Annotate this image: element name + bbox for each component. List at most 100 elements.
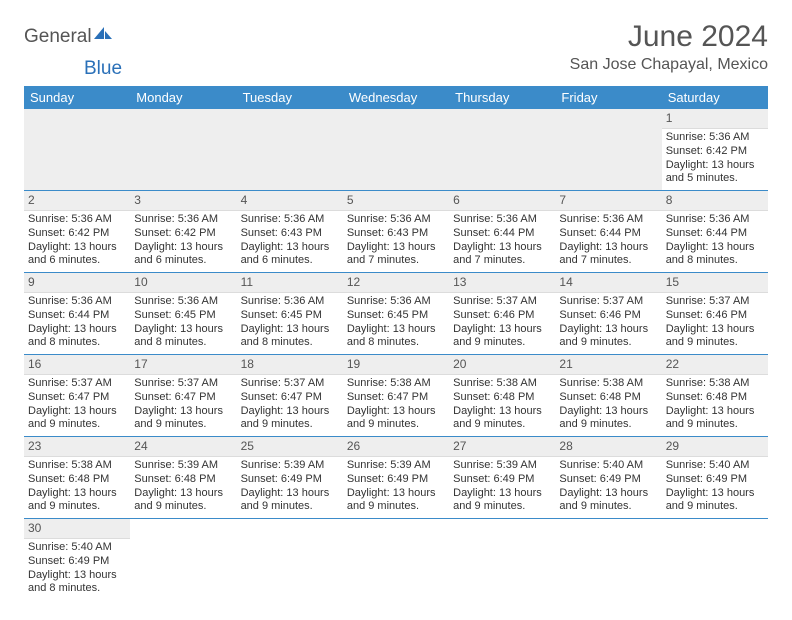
day-number: 4	[237, 191, 343, 211]
calendar-cell: 1Sunrise: 5:36 AMSunset: 6:42 PMDaylight…	[662, 109, 768, 190]
sunrise-text: Sunrise: 5:36 AM	[453, 213, 551, 227]
sunset-text: Sunset: 6:48 PM	[666, 391, 764, 405]
calendar-cell: 28Sunrise: 5:40 AMSunset: 6:49 PMDayligh…	[555, 437, 661, 518]
cell-body: Sunrise: 5:36 AMSunset: 6:44 PMDaylight:…	[24, 293, 130, 354]
cell-body: Sunrise: 5:36 AMSunset: 6:44 PMDaylight:…	[662, 211, 768, 272]
cell-body: Sunrise: 5:36 AMSunset: 6:43 PMDaylight:…	[237, 211, 343, 272]
sunset-text: Sunset: 6:45 PM	[134, 309, 232, 323]
daylight-text: Daylight: 13 hours and 9 minutes.	[134, 487, 232, 515]
cell-body: Sunrise: 5:38 AMSunset: 6:48 PMDaylight:…	[662, 375, 768, 436]
cell-body: Sunrise: 5:37 AMSunset: 6:47 PMDaylight:…	[237, 375, 343, 436]
sunset-text: Sunset: 6:44 PM	[559, 227, 657, 241]
week-row: 23Sunrise: 5:38 AMSunset: 6:48 PMDayligh…	[24, 437, 768, 519]
calendar-cell: 29Sunrise: 5:40 AMSunset: 6:49 PMDayligh…	[662, 437, 768, 518]
calendar-cell: 4Sunrise: 5:36 AMSunset: 6:43 PMDaylight…	[237, 191, 343, 272]
daylight-text: Daylight: 13 hours and 9 minutes.	[134, 405, 232, 433]
daylight-text: Daylight: 13 hours and 8 minutes.	[241, 323, 339, 351]
sunrise-text: Sunrise: 5:36 AM	[134, 213, 232, 227]
day-header: Friday	[555, 86, 661, 109]
day-number: 9	[24, 273, 130, 293]
sunrise-text: Sunrise: 5:36 AM	[241, 295, 339, 309]
daylight-text: Daylight: 13 hours and 9 minutes.	[559, 323, 657, 351]
calendar-cell	[24, 109, 130, 190]
day-number: 8	[662, 191, 768, 211]
daylight-text: Daylight: 13 hours and 9 minutes.	[347, 487, 445, 515]
sunset-text: Sunset: 6:49 PM	[347, 473, 445, 487]
sunset-text: Sunset: 6:42 PM	[666, 145, 764, 159]
day-number: 13	[449, 273, 555, 293]
sunrise-text: Sunrise: 5:38 AM	[559, 377, 657, 391]
day-header: Saturday	[662, 86, 768, 109]
cell-body: Sunrise: 5:36 AMSunset: 6:44 PMDaylight:…	[555, 211, 661, 272]
calendar-cell	[343, 519, 449, 600]
page-subtitle: San Jose Chapayal, Mexico	[570, 56, 768, 74]
day-number: 27	[449, 437, 555, 457]
sunrise-text: Sunrise: 5:37 AM	[134, 377, 232, 391]
calendar-cell: 23Sunrise: 5:38 AMSunset: 6:48 PMDayligh…	[24, 437, 130, 518]
daylight-text: Daylight: 13 hours and 8 minutes.	[28, 569, 126, 597]
day-header: Wednesday	[343, 86, 449, 109]
day-number: 14	[555, 273, 661, 293]
day-number: 1	[662, 109, 768, 129]
daylight-text: Daylight: 13 hours and 6 minutes.	[28, 241, 126, 269]
sunset-text: Sunset: 6:48 PM	[453, 391, 551, 405]
cell-body: Sunrise: 5:37 AMSunset: 6:46 PMDaylight:…	[449, 293, 555, 354]
week-row: 30Sunrise: 5:40 AMSunset: 6:49 PMDayligh…	[24, 519, 768, 600]
calendar-cell: 7Sunrise: 5:36 AMSunset: 6:44 PMDaylight…	[555, 191, 661, 272]
calendar-cell: 11 Sunrise: 5:36 AMSunset: 6:45 PMDayligh…	[237, 273, 343, 354]
calendar-cell	[449, 519, 555, 600]
day-number: 28	[555, 437, 661, 457]
daylight-text: Daylight: 13 hours and 5 minutes.	[666, 159, 764, 187]
daylight-text: Daylight: 13 hours and 6 minutes.	[134, 241, 232, 269]
day-number: 29	[662, 437, 768, 457]
calendar-cell: 2Sunrise: 5:36 AMSunset: 6:42 PMDaylight…	[24, 191, 130, 272]
cell-body: Sunrise: 5:37 AMSunset: 6:46 PMDaylight:…	[555, 293, 661, 354]
cell-body: Sunrise: 5:36 AMSunset: 6:45 PMDaylight:…	[343, 293, 449, 354]
sunrise-text: Sunrise: 5:36 AM	[666, 213, 764, 227]
sunrise-text: Sunrise: 5:37 AM	[453, 295, 551, 309]
daylight-text: Daylight: 13 hours and 9 minutes.	[666, 323, 764, 351]
sunset-text: Sunset: 6:45 PM	[241, 309, 339, 323]
calendar-cell	[237, 519, 343, 600]
calendar-cell: 17Sunrise: 5:37 AMSunset: 6:47 PMDayligh…	[130, 355, 236, 436]
calendar-cell: 8Sunrise: 5:36 AMSunset: 6:44 PMDaylight…	[662, 191, 768, 272]
sunset-text: Sunset: 6:49 PM	[241, 473, 339, 487]
sunrise-text: Sunrise: 5:38 AM	[28, 459, 126, 473]
daylight-text: Daylight: 13 hours and 9 minutes.	[241, 405, 339, 433]
calendar-cell: 16Sunrise: 5:37 AMSunset: 6:47 PMDayligh…	[24, 355, 130, 436]
sunrise-text: Sunrise: 5:40 AM	[28, 541, 126, 555]
day-number: 12	[343, 273, 449, 293]
sunset-text: Sunset: 6:47 PM	[241, 391, 339, 405]
brand-name-2: Blue	[84, 58, 124, 80]
week-row: 9Sunrise: 5:36 AMSunset: 6:44 PMDaylight…	[24, 273, 768, 355]
cell-body: Sunrise: 5:36 AMSunset: 6:42 PMDaylight:…	[662, 129, 768, 190]
cell-body: Sunrise: 5:40 AMSunset: 6:49 PMDaylight:…	[662, 457, 768, 518]
calendar-cell: 14Sunrise: 5:37 AMSunset: 6:46 PMDayligh…	[555, 273, 661, 354]
calendar-cell: 22Sunrise: 5:38 AMSunset: 6:48 PMDayligh…	[662, 355, 768, 436]
cell-body: Sunrise: 5:40 AMSunset: 6:49 PMDaylight:…	[24, 539, 130, 600]
cell-body: Sunrise: 5:39 AMSunset: 6:49 PMDaylight:…	[449, 457, 555, 518]
daylight-text: Daylight: 13 hours and 8 minutes.	[666, 241, 764, 269]
brand-logo: General	[24, 20, 116, 48]
cell-body: Sunrise: 5:38 AMSunset: 6:48 PMDaylight:…	[449, 375, 555, 436]
day-number: 11	[237, 273, 343, 293]
sunrise-text: Sunrise: 5:36 AM	[347, 213, 445, 227]
sunrise-text: Sunrise: 5:39 AM	[453, 459, 551, 473]
cell-body: Sunrise: 5:39 AMSunset: 6:49 PMDaylight:…	[343, 457, 449, 518]
sunrise-text: Sunrise: 5:38 AM	[666, 377, 764, 391]
title-block: June 2024 San Jose Chapayal, Mexico	[570, 20, 768, 74]
calendar-cell: 15Sunrise: 5:37 AMSunset: 6:46 PMDayligh…	[662, 273, 768, 354]
calendar-cell: 30Sunrise: 5:40 AMSunset: 6:49 PMDayligh…	[24, 519, 130, 600]
day-number: 10	[130, 273, 236, 293]
day-number: 24	[130, 437, 236, 457]
calendar-cell: 20Sunrise: 5:38 AMSunset: 6:48 PMDayligh…	[449, 355, 555, 436]
day-number: 22	[662, 355, 768, 375]
sunrise-text: Sunrise: 5:37 AM	[666, 295, 764, 309]
day-number: 20	[449, 355, 555, 375]
cell-body: Sunrise: 5:37 AMSunset: 6:47 PMDaylight:…	[24, 375, 130, 436]
sunset-text: Sunset: 6:48 PM	[559, 391, 657, 405]
sunset-text: Sunset: 6:47 PM	[28, 391, 126, 405]
sunset-text: Sunset: 6:43 PM	[241, 227, 339, 241]
cell-body: Sunrise: 5:36 AMSunset: 6:45 PMDaylight:…	[130, 293, 236, 354]
calendar-cell: 13Sunrise: 5:37 AMSunset: 6:46 PMDayligh…	[449, 273, 555, 354]
